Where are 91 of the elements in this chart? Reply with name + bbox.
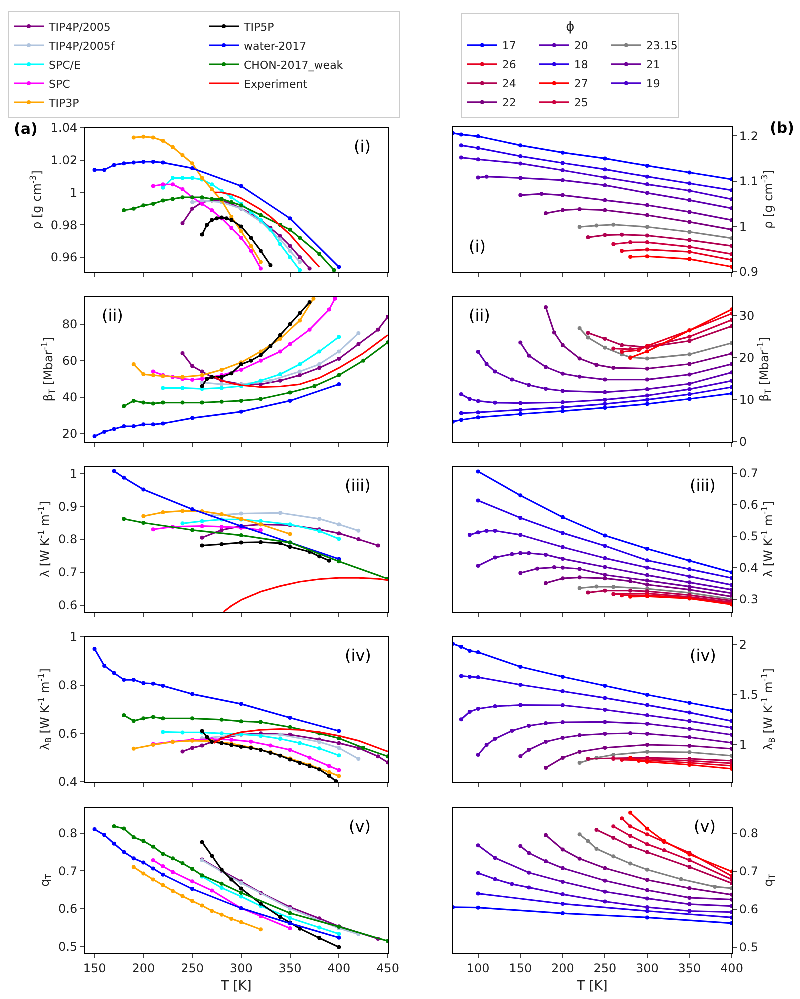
x-tick-label: 300 (636, 961, 659, 976)
y-tick-label: 0.7 (739, 466, 758, 480)
legend-label: TIP3P (48, 96, 80, 110)
annotation: (ii) (102, 306, 124, 325)
legend-label: 21 (646, 58, 660, 72)
y-tick-label: 0.6 (739, 498, 758, 512)
y-tick-label: 60 (62, 354, 78, 368)
x-tick-label: 200 (132, 961, 156, 976)
y-tick-label: 1.5 (739, 688, 758, 702)
legend-label: 27 (574, 78, 588, 91)
y-tick-label: 1 (70, 186, 78, 200)
legend-label: TIP4P/2005 (48, 20, 111, 34)
y-tick-label: 0.3 (739, 592, 758, 607)
y-tick-label: 2 (739, 638, 748, 652)
legend-label: 17 (502, 40, 516, 53)
y-tick-label: 1.2 (739, 129, 758, 144)
y-tick-label: 0.8 (58, 826, 78, 840)
legend-label: 23.15 (646, 40, 678, 53)
x-axis-title: T [K] (220, 979, 252, 994)
x-axis-title: T [K] (576, 979, 608, 994)
y-tick-label: 0.98 (50, 218, 78, 232)
y-tick-label: 20 (739, 351, 755, 366)
y-tick-label: 0.5 (58, 940, 78, 954)
y-tick-label: 0.9 (58, 500, 78, 514)
annotation: (v) (349, 817, 371, 836)
y-tick-label: 1.02 (50, 154, 78, 168)
y-tick-label: 1.04 (50, 121, 78, 136)
legend-label: 26 (502, 58, 516, 72)
x-tick-label: 100 (466, 961, 490, 976)
annotation: (i) (354, 137, 371, 156)
y-tick-label: 0.9 (739, 265, 758, 280)
x-tick-label: 150 (509, 961, 532, 976)
legend-label: 20 (574, 40, 588, 53)
x-tick-label: 400 (328, 961, 351, 976)
legend-label: CHON-2017_weak (244, 58, 344, 72)
legend-label: 24 (502, 78, 516, 91)
x-tick-label: 150 (83, 961, 106, 976)
annotation: (ii) (469, 306, 490, 325)
annotation: (i) (469, 237, 486, 256)
y-tick-label: 20 (62, 426, 78, 441)
legend-label: water-2017 (244, 40, 307, 53)
y-tick-label: 0.5 (739, 530, 758, 544)
legend-label: TIP4P/2005f (48, 40, 116, 53)
y-tick-label: 1 (70, 630, 78, 644)
annotation: (iv) (345, 646, 372, 665)
annotation: (iv) (690, 646, 716, 665)
y-tick-label: 0.8 (58, 532, 78, 547)
y-tick-label: 0.4 (58, 775, 78, 790)
y-tick-label: 0.4 (739, 561, 758, 576)
legend-label: Experiment (244, 78, 308, 91)
y-tick-label: 10 (739, 393, 755, 408)
y-tick-label: 0.7 (58, 864, 78, 878)
y-tick-label: 0.7 (58, 566, 78, 580)
legend-label: TIP5P (243, 20, 275, 34)
x-tick-label: 200 (551, 961, 574, 976)
legend-title: ϕ (566, 20, 575, 35)
legend-label: SPC (49, 78, 71, 91)
y-tick-label: 0.8 (739, 826, 758, 841)
x-tick-label: 450 (376, 961, 400, 976)
y-tick-label: 0.6 (58, 598, 78, 613)
y-tick-label: 1.1 (739, 174, 758, 189)
y-tick-label: 0.7 (739, 864, 758, 879)
annotation: (iii) (345, 476, 371, 495)
text: (b) (770, 119, 794, 137)
y-tick-label: 1 (739, 220, 748, 234)
y-tick-label: 1 (70, 466, 78, 481)
y-tick-label: 0.6 (58, 902, 78, 916)
x-tick-label: 250 (181, 961, 204, 976)
y-tick-label: 0.96 (50, 250, 78, 265)
y-tick-label: 0.5 (739, 940, 758, 955)
annotation: (iii) (690, 476, 716, 495)
x-tick-label: 250 (594, 961, 617, 976)
y-tick-label: 0 (739, 435, 748, 450)
y-tick-label: 0.6 (739, 902, 758, 917)
legend-label: 22 (502, 96, 516, 110)
annotation: (v) (694, 817, 716, 836)
y-tick-label: 30 (739, 309, 755, 324)
legend-label: SPC/E (49, 58, 81, 72)
text: (a) (14, 120, 38, 138)
y-tick-label: 80 (62, 318, 78, 332)
y-tick-label: 40 (62, 390, 78, 405)
x-tick-label: 350 (678, 961, 702, 976)
legend-label: 18 (574, 58, 588, 72)
y-tick-label: 0.6 (58, 726, 78, 741)
x-tick-label: 300 (230, 961, 253, 976)
legend-label: 25 (574, 96, 588, 110)
x-tick-label: 400 (720, 961, 744, 976)
y-tick-label: 0.8 (58, 678, 78, 693)
y-tick-label: 1 (739, 738, 748, 752)
x-tick-label: 350 (278, 961, 302, 976)
legend-label: 19 (646, 78, 660, 91)
